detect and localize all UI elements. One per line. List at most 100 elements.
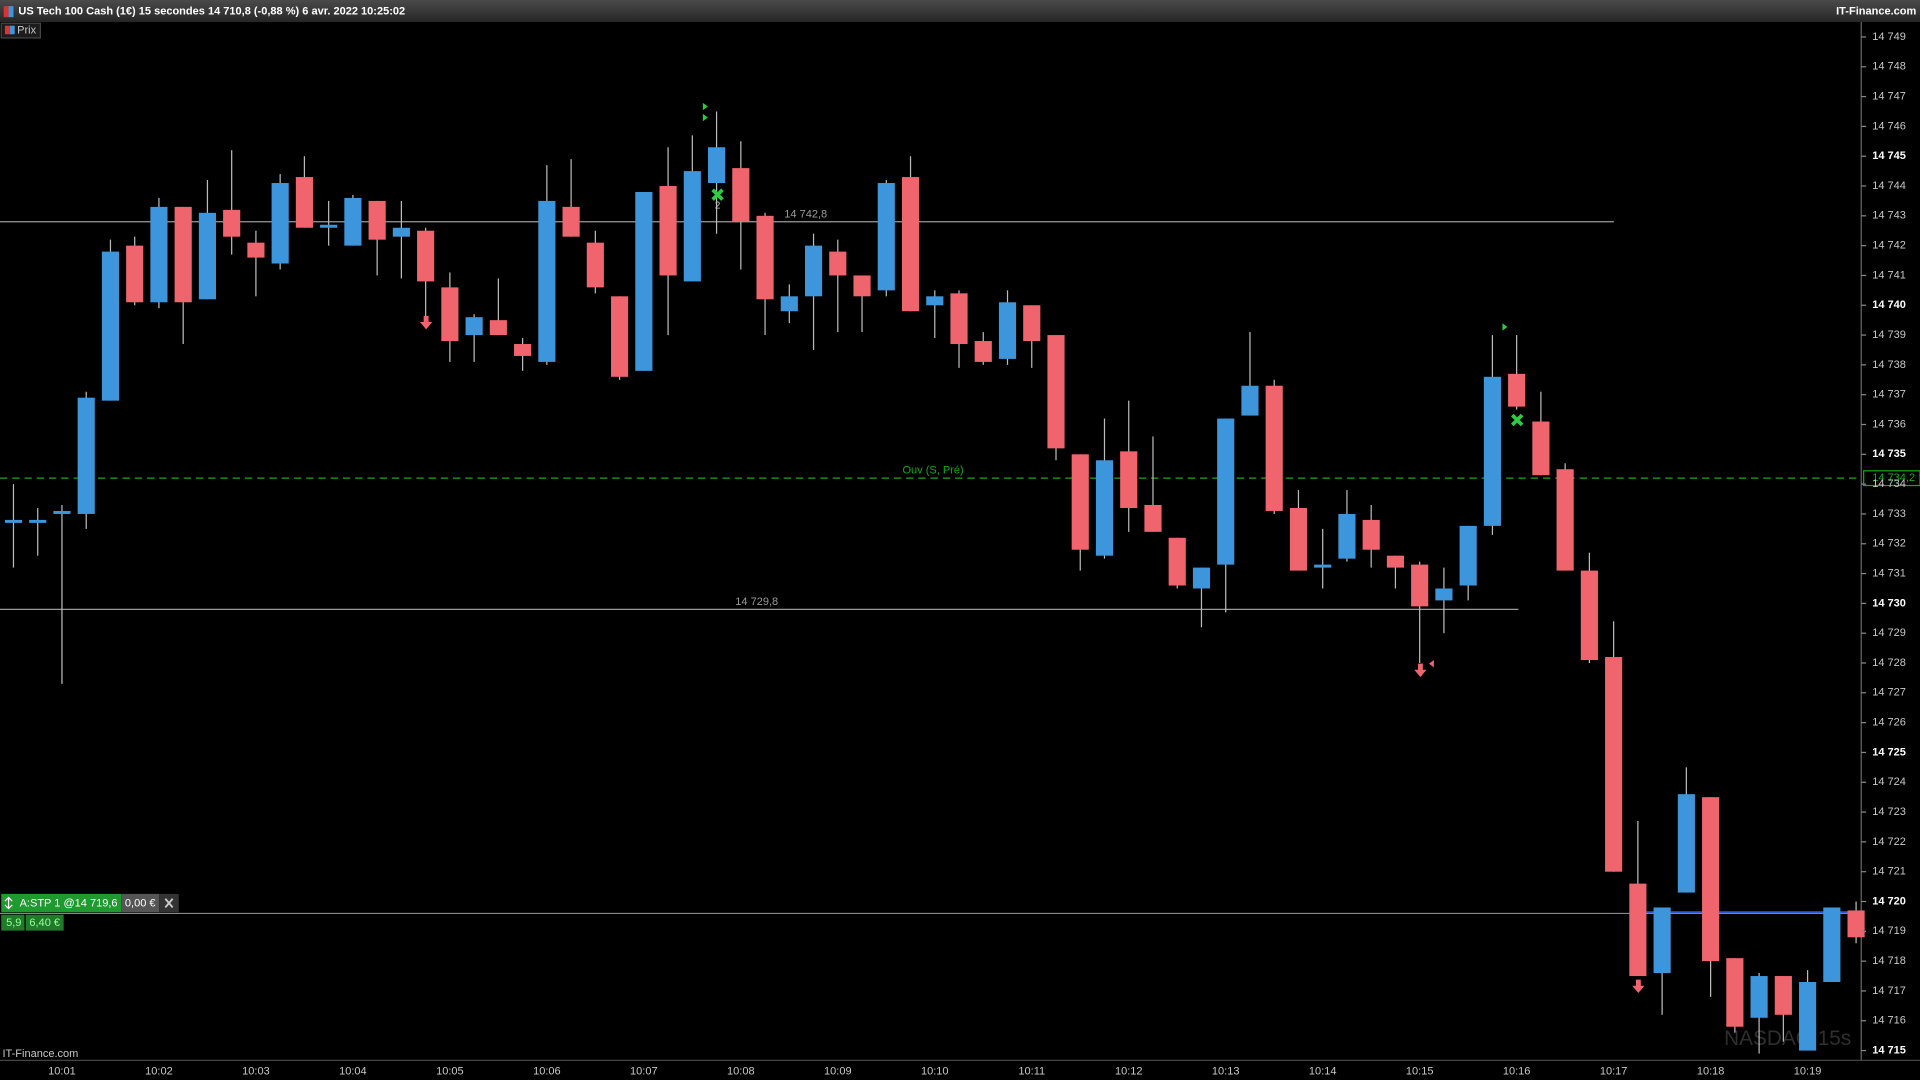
candle-body <box>901 177 920 312</box>
candle-body <box>877 183 895 291</box>
x-tick-label: 10:16 <box>1503 1065 1531 1077</box>
candle-body <box>611 296 629 377</box>
y-tick-label: 14 742 <box>1872 240 1906 252</box>
y-tick-label: 14 737 <box>1872 389 1906 401</box>
y-tick-label: 14 724 <box>1872 776 1906 788</box>
candle-body <box>538 200 556 362</box>
candle-body <box>489 320 507 336</box>
candle-body <box>1799 982 1817 1051</box>
candle-body <box>1386 555 1404 568</box>
y-tick-label: 14 727 <box>1872 687 1906 699</box>
x-tick-label: 10:15 <box>1406 1065 1434 1077</box>
candle-body <box>780 296 798 312</box>
candle-body <box>1023 305 1041 342</box>
y-tick-label: 14 740 <box>1872 299 1906 311</box>
candle-body <box>1847 910 1865 938</box>
candle-body <box>320 224 338 228</box>
candle-body <box>295 177 313 228</box>
candle-body <box>150 206 168 303</box>
y-tick-label: 14 716 <box>1872 1015 1906 1027</box>
candle-body <box>368 200 386 240</box>
x-tick-label: 10:19 <box>1794 1065 1822 1077</box>
y-tick-label: 14 743 <box>1872 210 1906 222</box>
candle-body <box>1338 513 1356 559</box>
y-tick-label: 14 729 <box>1872 627 1906 639</box>
order-pnl: 0,00 € <box>125 898 156 910</box>
candle-body <box>1580 570 1598 661</box>
candle-body <box>1774 976 1792 1015</box>
candle-body <box>1047 335 1065 449</box>
candle-body <box>53 510 71 514</box>
y-tick-label: 14 735 <box>1872 448 1906 460</box>
candle-body <box>1605 657 1623 872</box>
candle-body <box>708 147 726 184</box>
candle-body <box>77 397 95 514</box>
candle-body <box>271 183 289 264</box>
candle-body <box>1265 385 1283 511</box>
candle-body <box>974 341 992 362</box>
y-tick-label: 14 747 <box>1872 90 1906 102</box>
x-tick-label: 10:10 <box>921 1065 949 1077</box>
x-tick-label: 10:14 <box>1309 1065 1337 1077</box>
candle-body <box>732 168 750 222</box>
order-qty-box <box>1 914 25 931</box>
signal-marker <box>1428 660 1434 668</box>
candle-body <box>1702 797 1720 962</box>
signal-marker <box>711 188 724 201</box>
y-tick-label: 14 748 <box>1872 61 1906 73</box>
order-label: A:STP 1 @14 719,6 <box>20 898 118 910</box>
candle-body <box>1629 883 1647 977</box>
candle-body <box>683 171 701 282</box>
header-bar <box>0 0 1920 23</box>
order-icon <box>4 896 13 910</box>
y-tick-label: 14 738 <box>1872 359 1906 371</box>
order-pnl-box <box>121 893 160 913</box>
order-box[interactable] <box>1 893 122 913</box>
y-tick-label: 14 739 <box>1872 329 1906 341</box>
x-tick-label: 10:08 <box>727 1065 755 1077</box>
y-tick-label: 14 715 <box>1872 1044 1906 1056</box>
candle-body <box>101 251 120 401</box>
candle-body <box>174 206 192 303</box>
y-tick-label: 14 720 <box>1872 895 1906 907</box>
candle-body <box>853 275 871 297</box>
candle-body <box>1095 460 1114 556</box>
candle-body <box>1726 958 1744 1027</box>
candle-body <box>586 242 604 288</box>
level-label: 14 729,8 <box>735 596 778 608</box>
x-tick-label: 10:13 <box>1212 1065 1240 1077</box>
candle-body <box>756 215 774 300</box>
candle-body <box>1459 525 1477 586</box>
x-tick-label: 10:06 <box>533 1065 561 1077</box>
y-tick-label: 14 721 <box>1872 866 1906 878</box>
x-tick-label: 10:05 <box>436 1065 464 1077</box>
signal-marker <box>1502 323 1508 331</box>
candle-body <box>465 317 483 336</box>
header-icon <box>3 6 9 18</box>
candle-body <box>1071 454 1089 550</box>
y-tick-label: 14 733 <box>1872 508 1906 520</box>
order-margin: 6,40 € <box>29 917 60 929</box>
candle-body <box>804 245 823 297</box>
y-tick-label: 14 746 <box>1872 120 1906 132</box>
candle-body <box>1314 564 1332 568</box>
signal-marker <box>420 315 433 330</box>
header-brand[interactable]: IT-Finance.com <box>1836 6 1916 18</box>
candle-body <box>926 296 944 306</box>
x-tick-label: 10:12 <box>1115 1065 1143 1077</box>
y-tick-label: 14 722 <box>1872 836 1906 848</box>
header-title: US Tech 100 Cash (1€) 15 secondes 14 710… <box>18 6 405 18</box>
y-tick-label: 14 726 <box>1872 717 1906 729</box>
candle-body <box>1217 418 1235 565</box>
signal-marker <box>1632 979 1645 994</box>
x-tick-label: 10:03 <box>242 1065 270 1077</box>
legend-label: Prix <box>17 25 36 37</box>
candle-body <box>1435 588 1453 601</box>
candle-body <box>1168 537 1186 586</box>
candle-body <box>1677 794 1695 893</box>
candle-body <box>998 302 1017 359</box>
y-tick-label: 14 734 <box>1872 478 1906 490</box>
y-tick-label: 14 728 <box>1872 657 1906 669</box>
